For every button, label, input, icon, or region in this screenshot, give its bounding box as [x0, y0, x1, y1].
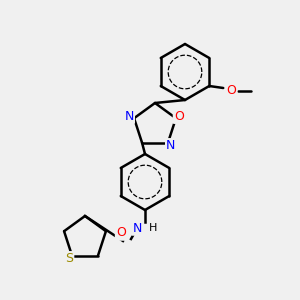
Text: O: O: [226, 85, 236, 98]
Text: S: S: [65, 252, 73, 265]
Text: O: O: [174, 110, 184, 123]
Text: N: N: [166, 139, 176, 152]
Text: H: H: [149, 223, 158, 233]
Text: N: N: [124, 110, 134, 123]
Text: O: O: [116, 226, 126, 239]
Text: N: N: [132, 221, 142, 235]
